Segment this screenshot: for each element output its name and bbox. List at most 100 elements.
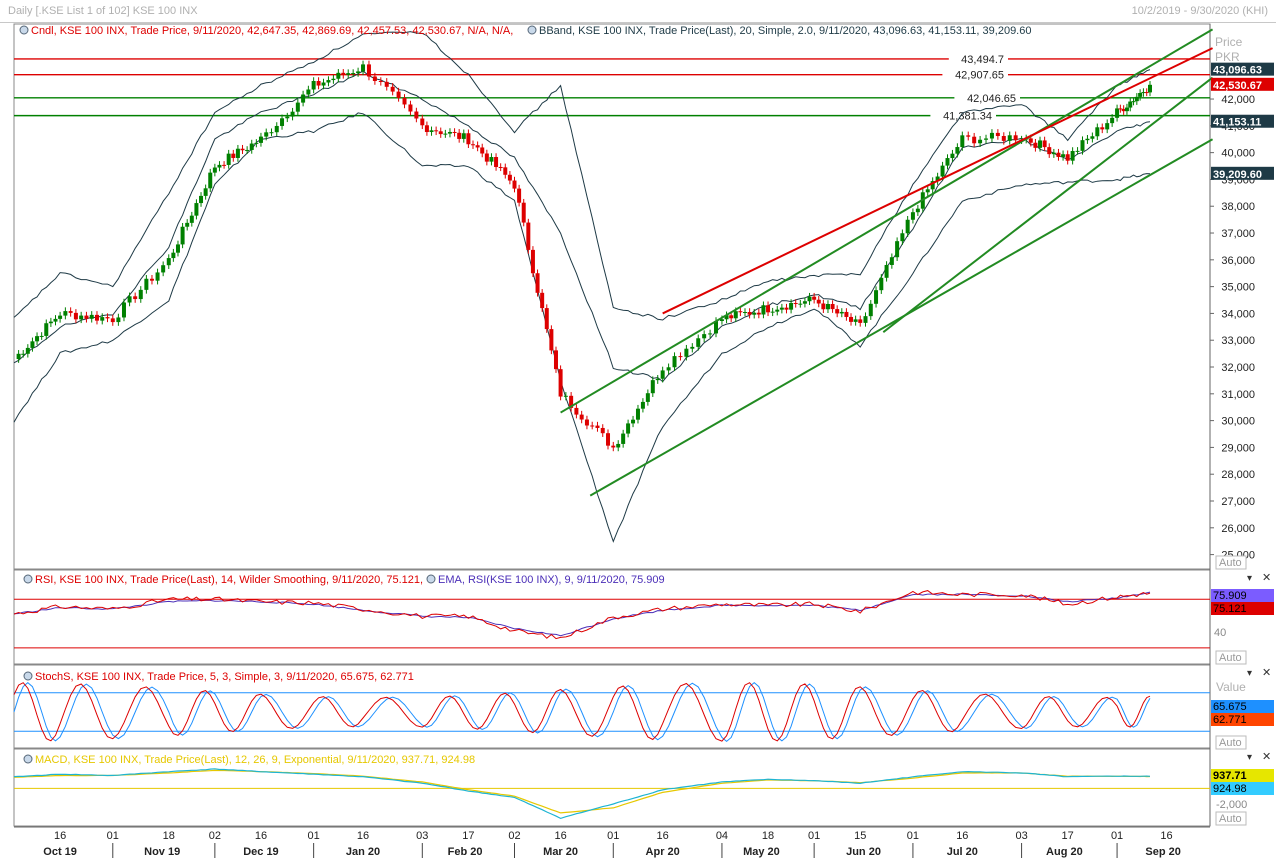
candle-body	[895, 241, 900, 258]
candle-body	[600, 427, 605, 434]
candle-body	[138, 289, 143, 300]
candle-body	[494, 157, 499, 168]
candle-body	[1013, 135, 1018, 141]
candle-body	[960, 135, 965, 148]
candle-body	[285, 116, 290, 119]
candle-body	[25, 347, 30, 354]
candle-body	[475, 145, 480, 148]
rsi-minimize-icon[interactable]: ▾	[1247, 573, 1252, 584]
candle-body	[905, 219, 910, 234]
candle-body	[208, 172, 213, 189]
candle-body	[396, 91, 401, 98]
stoch-auto-button[interactable]	[1215, 735, 1247, 750]
x-month-label: Aug 20	[1046, 846, 1083, 858]
x-day-tick: 16	[554, 830, 566, 842]
x-month-label: Jun 20	[846, 846, 881, 858]
x-day-tick: 03	[1015, 830, 1027, 842]
rsi-close-icon[interactable]: ✕	[1262, 572, 1271, 584]
candle-body	[719, 319, 724, 321]
stoch-d-tag	[1211, 713, 1274, 726]
candle-body	[306, 89, 311, 95]
candle-body	[978, 139, 983, 144]
rsi-auto-button[interactable]	[1215, 650, 1247, 665]
candle-body	[245, 149, 250, 151]
candle-body	[290, 111, 295, 117]
candle-body	[372, 76, 377, 82]
svg-text:Auto: Auto	[1219, 737, 1242, 749]
candle-body	[955, 147, 960, 154]
x-day-tick: 01	[808, 830, 820, 842]
candle-body	[798, 303, 803, 305]
candle-body	[1100, 127, 1105, 130]
macd-auto-button[interactable]	[1215, 811, 1247, 826]
stoch-minimize-icon[interactable]: ▾	[1247, 668, 1252, 679]
candle-body	[1001, 136, 1006, 141]
window-titlebar: Daily [.KSE List 1 of 102] KSE 100 INX 1…	[0, 0, 1276, 23]
candle-body	[1061, 154, 1066, 157]
candle-body	[507, 174, 512, 181]
candle-body	[301, 94, 306, 103]
candle-body	[884, 264, 889, 278]
candle-body	[194, 203, 199, 216]
x-month-label: Nov 19	[144, 846, 180, 858]
candle-body	[1070, 150, 1075, 161]
x-month-label: Apr 20	[646, 846, 680, 858]
candle-body	[1056, 152, 1061, 157]
candle-body	[540, 292, 545, 309]
candle-body	[844, 311, 849, 317]
candle-body	[116, 317, 121, 323]
candle-body	[264, 132, 269, 137]
price-panel[interactable]	[13, 23, 1211, 570]
stoch-panel[interactable]	[13, 664, 1211, 749]
candle-body	[366, 64, 371, 77]
candle-body	[461, 133, 466, 139]
candle-body	[558, 369, 563, 397]
bband-upper-line	[13, 31, 1151, 321]
candle-body	[640, 401, 645, 409]
candle-body	[733, 311, 738, 319]
x-month-label: May 20	[743, 846, 780, 858]
candle-body	[830, 303, 835, 310]
candle-body	[839, 311, 844, 314]
candle-body	[563, 395, 568, 397]
price-auto-button[interactable]	[1215, 555, 1247, 570]
candle-body	[408, 104, 413, 112]
x-day-tick: 16	[956, 830, 968, 842]
price-tick-label: 35,000	[1221, 282, 1255, 294]
candle-body	[466, 133, 471, 145]
candle-body	[180, 226, 185, 245]
window-title: Daily [.KSE List 1 of 102] KSE 100 INX	[8, 5, 198, 17]
candle-body	[144, 278, 149, 290]
x-day-tick: 01	[1111, 830, 1123, 842]
macd-close-icon[interactable]: ✕	[1262, 751, 1271, 763]
x-day-tick: 01	[308, 830, 320, 842]
level-label: 42,046.65	[967, 93, 1016, 105]
price-tick-label: 37,000	[1221, 228, 1255, 240]
candle-body	[30, 341, 35, 348]
candle-body	[48, 321, 53, 324]
candle-body	[58, 315, 63, 319]
candle-body	[254, 142, 259, 144]
candle-body	[185, 222, 190, 227]
x-day-tick: 16	[657, 830, 669, 842]
candle-body	[199, 195, 204, 204]
candle-body	[995, 132, 1000, 137]
candle-body	[775, 309, 780, 312]
candle-body	[512, 180, 517, 189]
candle-body	[1007, 135, 1012, 141]
candle-body	[530, 249, 535, 274]
candle-body	[212, 167, 217, 173]
stoch-legend-text: StochS, KSE 100 INX, Trade Price, 5, 3, …	[35, 671, 414, 683]
candle-body	[626, 423, 631, 434]
candle-body	[553, 350, 558, 370]
candle-body	[756, 312, 761, 315]
level-label-bg	[954, 90, 1020, 104]
candle-body	[729, 315, 734, 319]
price-axis-unit: PKR	[1215, 50, 1240, 64]
macd-minimize-icon[interactable]: ▾	[1247, 752, 1252, 763]
macd-legend: MACD, KSE 100 INX, Trade Price(Last), 12…	[23, 754, 475, 766]
candle-body	[1042, 140, 1047, 148]
candle-body	[526, 222, 531, 250]
stoch-close-icon[interactable]: ✕	[1262, 667, 1271, 679]
